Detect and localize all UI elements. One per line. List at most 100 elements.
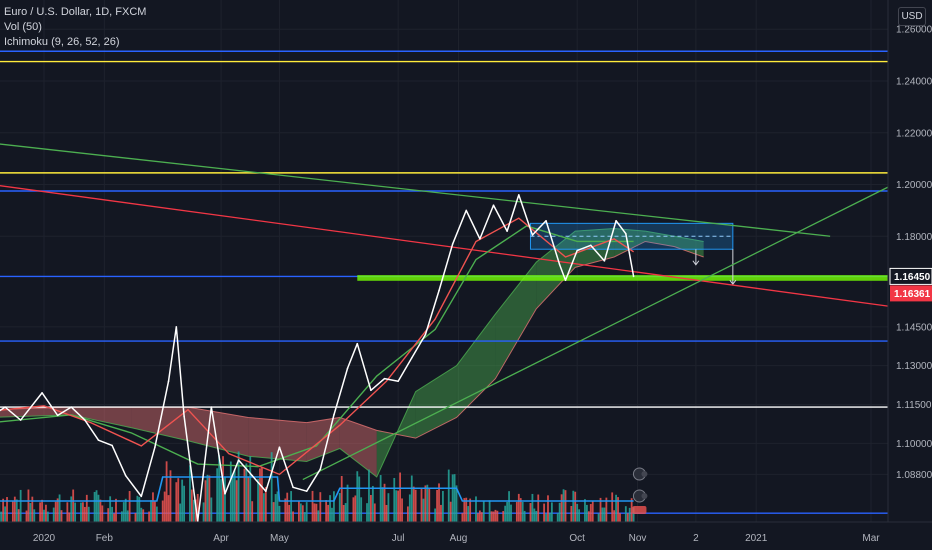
volume-bar-235: [630, 498, 633, 522]
volume-bar-122: [325, 500, 328, 522]
volume-bar-170: [453, 474, 456, 522]
price-point-4: [56, 414, 59, 417]
volume-bar-94: [247, 476, 250, 522]
price-point-44: [576, 249, 578, 252]
volume-bar-159: [424, 485, 427, 522]
volume-bar-98: [259, 468, 261, 522]
volume-bar-212: [570, 506, 573, 522]
price-point-39: [517, 194, 520, 196]
event-flags: [632, 467, 648, 514]
volume-bar-130: [344, 503, 347, 522]
price-point-36: [479, 238, 481, 240]
volume-bar-230: [617, 497, 619, 522]
volume-bar-175: [467, 506, 470, 522]
senkou-span-a: [0, 228, 704, 478]
x-tick-label-2: Apr: [213, 533, 229, 544]
volume-bar-61: [155, 506, 158, 522]
trend-line-1: [0, 185, 889, 307]
price-point-25: [333, 414, 335, 416]
volume-bar-153: [408, 494, 411, 522]
volume-bar-4: [2, 498, 5, 522]
legend-volume[interactable]: Vol (50): [4, 21, 42, 33]
volume-bar-147: [393, 477, 396, 522]
volume-bar-127: [338, 493, 341, 522]
volume-bar-76: [196, 493, 199, 522]
support-zone: [357, 275, 888, 281]
volume-bar-214: [574, 491, 577, 522]
price-point-43: [564, 279, 567, 282]
volume-bar-18: [41, 499, 43, 522]
volume-bar-110: [290, 491, 293, 522]
legend-ichimoku[interactable]: Ichimoku (9, 26, 52, 26): [4, 36, 120, 48]
volume-bar-19: [43, 509, 45, 522]
volume-bar-158: [422, 498, 425, 522]
volume-bar-99: [261, 467, 263, 522]
tenkan-line: [0, 217, 634, 476]
volume-bar-144: [383, 483, 386, 522]
price-point-7: [97, 439, 100, 442]
volume-bar-120: [317, 510, 320, 522]
volume-bar-42: [107, 508, 110, 522]
price-point-35: [465, 209, 468, 212]
volume-bar-87: [229, 461, 232, 522]
volume-bar-51: [128, 491, 131, 522]
volume-bar-218: [586, 504, 588, 522]
legend-symbol[interactable]: Euro / U.S. Dollar, 1D, FXCM: [4, 6, 147, 18]
volume-bar-71: [183, 485, 186, 522]
volume-bar-226: [605, 497, 608, 522]
price-point-24: [319, 468, 322, 471]
volume-bar-56: [142, 509, 145, 522]
price-point-26: [346, 367, 349, 370]
volume-bar-124: [329, 495, 331, 522]
price-point-10: [140, 495, 143, 498]
volume-bar-77: [202, 502, 205, 522]
volume-bar-63: [163, 491, 166, 522]
volume-bar-121: [319, 492, 322, 522]
volume-bars: [0, 451, 635, 522]
trend-line-0: [0, 143, 831, 237]
volume-bar-105: [276, 491, 279, 522]
volume-bar-52: [134, 512, 137, 522]
price-point-19: [251, 474, 254, 477]
currency-button[interactable]: USD: [898, 7, 926, 26]
volume-bar-107: [284, 498, 287, 522]
x-tick-label-0: 2020: [33, 533, 56, 544]
grid-lines: [0, 0, 888, 522]
volume-bar-174: [465, 497, 468, 522]
volume-bar-34: [83, 506, 86, 522]
volume-bar-154: [410, 475, 413, 522]
volume-bar-196: [523, 510, 526, 522]
price-point-18: [237, 459, 240, 461]
volume-bar-162: [434, 508, 437, 522]
price-point-37: [492, 204, 495, 207]
volume-bar-91: [237, 451, 240, 522]
volume-bar-223: [599, 497, 602, 522]
price-point-5: [70, 406, 73, 408]
x-tick-label-7: Nov: [629, 533, 647, 544]
volume-bar-24: [56, 498, 59, 522]
volume-bar-53: [136, 495, 139, 522]
volume-bar-6: [6, 497, 8, 522]
volume-bar-164: [438, 483, 440, 522]
volume-bar-9: [15, 499, 18, 522]
y-tick-label-1: 1.24000: [896, 77, 932, 88]
trend-line-2: [302, 186, 889, 481]
price-point-16: [210, 406, 213, 408]
volume-bar-11: [19, 489, 22, 522]
volume-bar-50: [126, 510, 129, 522]
kumo-segment-3: [187, 407, 249, 457]
volume-bar-129: [342, 505, 345, 522]
price-point-1: [4, 406, 6, 408]
volume-bar-146: [387, 493, 390, 522]
price-point-9: [124, 474, 127, 477]
volume-bar-203: [545, 513, 547, 522]
volume-bar-90: [235, 480, 238, 522]
y-tick-label-4: 1.18000: [896, 232, 932, 243]
volume-bar-157: [420, 488, 423, 522]
volume-bar-123: [327, 504, 329, 522]
volume-bar-193: [517, 493, 520, 522]
volume-bar-89: [233, 469, 236, 522]
volume-bar-140: [371, 485, 374, 522]
volume-bar-25: [58, 494, 61, 522]
